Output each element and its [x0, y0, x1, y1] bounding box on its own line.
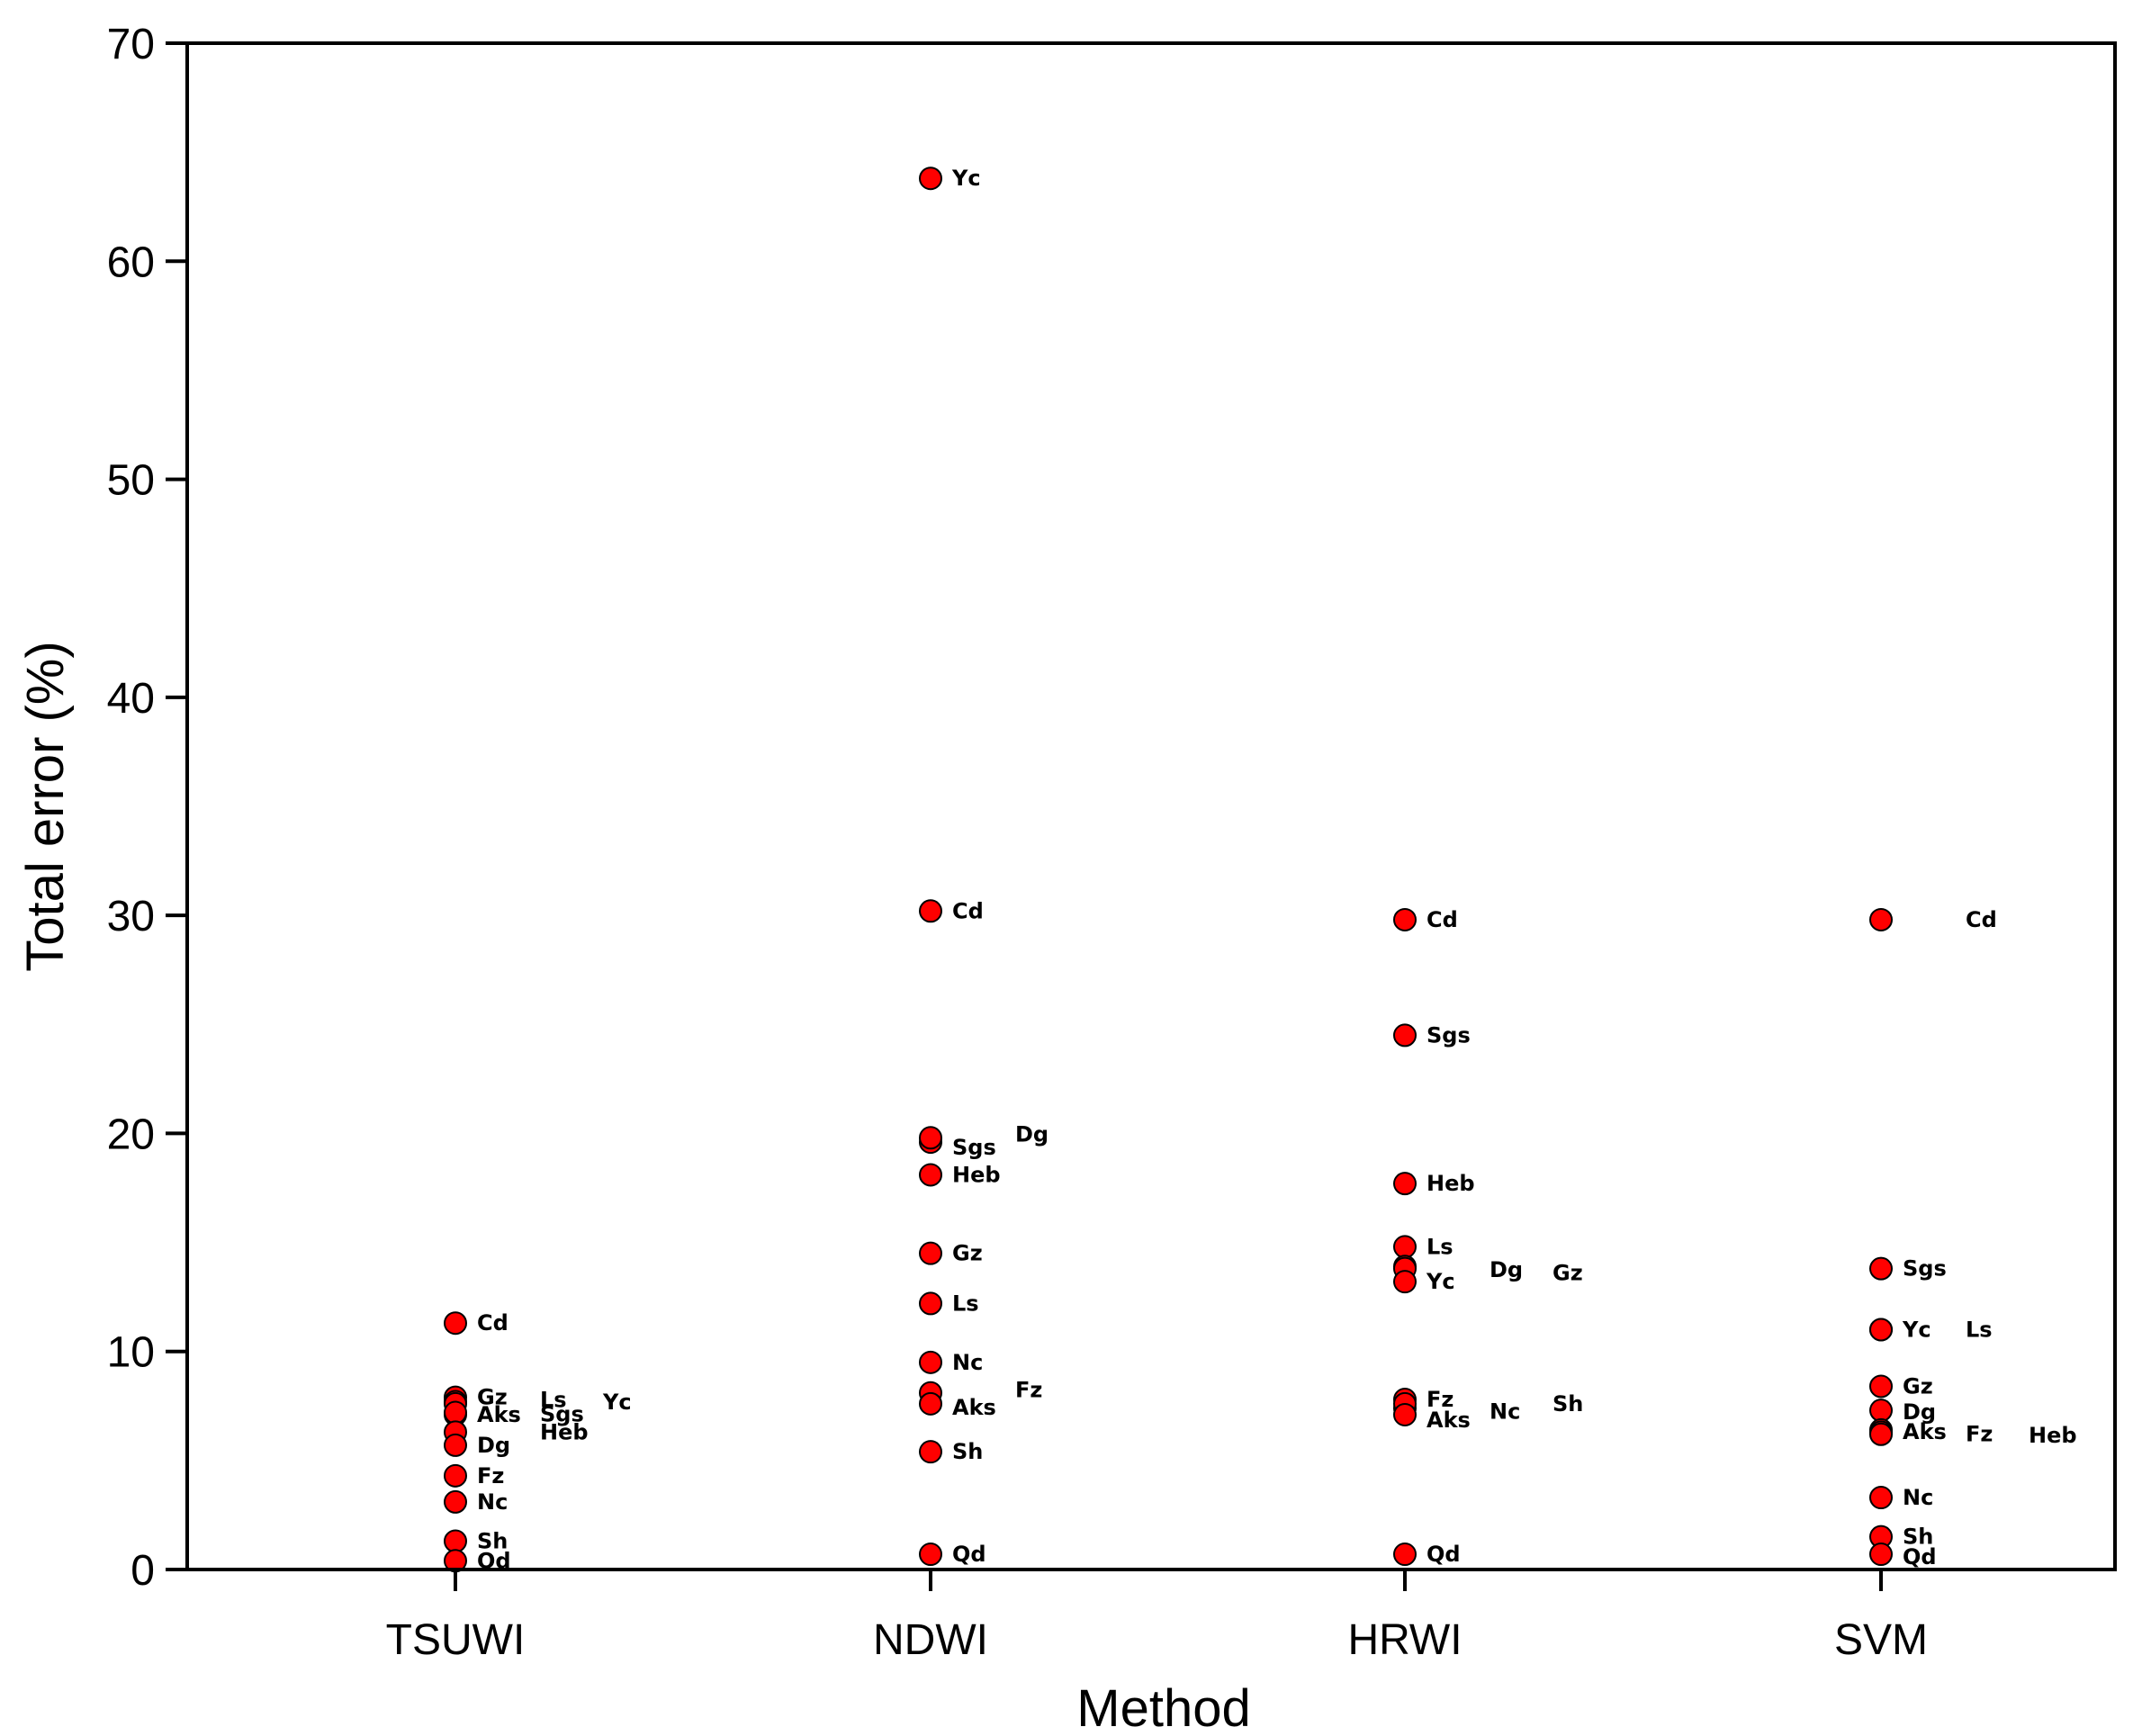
y-axis: 0 10 20 30 40 50 60 70 [107, 21, 187, 1595]
data-point-ndwi-nc [919, 1350, 942, 1374]
data-point-tsuwi-dg [444, 1433, 467, 1457]
point-label-svm-dg: Dg [1903, 1399, 1936, 1425]
point-label-ndwi-ls: Ls [952, 1291, 979, 1316]
y-tick-label: 40 [107, 675, 155, 723]
data-point-tsuwi-cd [444, 1311, 467, 1336]
point-label-tsuwi-aks: Aks [477, 1402, 521, 1427]
data-point-hrwi-sgs [1393, 1023, 1417, 1048]
x-tick-label: HRWI [1347, 1616, 1462, 1664]
data-point-svm-nc [1869, 1486, 1893, 1510]
point-label-tsuwi-fz: Fz [477, 1463, 504, 1489]
y-tick-label: 70 [107, 21, 155, 68]
point-label-hrwi-sgs: Sgs [1426, 1022, 1471, 1048]
point-label-svm-qd: Qd [1903, 1544, 1937, 1570]
point-label-ndwi-gz: Gz [952, 1241, 983, 1266]
point-label-svm-sh: Sh [1903, 1525, 1933, 1550]
data-point-hrwi-yc [1393, 1270, 1417, 1294]
y-tick-label: 10 [107, 1329, 155, 1377]
point-label-hrwi-cd: Cd [1426, 907, 1458, 932]
point-label-ndwi-yc: Yc [951, 166, 981, 191]
point-label-hrwi-gz: Gz [1552, 1261, 1583, 1286]
data-point-ndwi-heb [919, 1163, 942, 1187]
point-label-svm-nc: Nc [1903, 1485, 1933, 1510]
point-label-svm-sgs: Sgs [1903, 1256, 1947, 1282]
point-label-ndwi-sh: Sh [952, 1439, 983, 1464]
point-label-ndwi-aks: Aks [952, 1395, 996, 1420]
point-label-tsuwi-cd: Cd [477, 1310, 508, 1336]
point-label-tsuwi-dg: Dg [477, 1433, 510, 1458]
data-point-svm-sgs [1869, 1256, 1893, 1281]
data-point-ndwi-aks [919, 1391, 942, 1416]
y-axis-title: Total error (%) [16, 641, 75, 971]
x-tick-label: TSUWI [386, 1616, 526, 1664]
y-tick-label: 0 [130, 1547, 155, 1595]
data-point-svm-heb [1869, 1422, 1893, 1446]
data-point-ndwi-cd [919, 899, 942, 923]
y-tick-label: 20 [107, 1111, 155, 1158]
data-point-ndwi-yc [919, 166, 942, 191]
data-point-hrwi-ls [1393, 1235, 1417, 1259]
point-label-svm-heb: Heb [2029, 1423, 2077, 1448]
point-label-ndwi-dg: Dg [1015, 1121, 1048, 1147]
data-point-ndwi-dg [919, 1126, 942, 1150]
point-label-svm-cd: Cd [1966, 907, 1997, 932]
point-label-ndwi-qd: Qd [952, 1542, 986, 1567]
x-tick-label: SVM [1834, 1616, 1928, 1664]
data-point-tsuwi-sgs [444, 1400, 467, 1425]
data-point-svm-ls [1869, 1318, 1893, 1342]
data-point-hrwi-aks [1393, 1402, 1417, 1426]
data-point-ndwi-ls [919, 1291, 942, 1316]
point-label-hrwi-ls: Ls [1426, 1234, 1454, 1259]
plot-area-frame [185, 41, 2117, 1571]
point-label-hrwi-yc: Yc [1426, 1269, 1455, 1294]
data-point-tsuwi-nc [444, 1489, 467, 1514]
point-label-ndwi-sgs: Sgs [952, 1135, 996, 1160]
point-label-tsuwi-ls: Ls [540, 1387, 567, 1412]
data-point-ndwi-gz [919, 1241, 942, 1265]
point-label-tsuwi-sh: Sh [477, 1529, 508, 1554]
x-axis-title: Method [1076, 1679, 1250, 1736]
point-label-hrwi-aks: Aks [1426, 1408, 1471, 1433]
point-label-ndwi-cd: Cd [952, 898, 984, 923]
y-tick-label: 50 [107, 457, 155, 505]
point-label-tsuwi-heb: Heb [540, 1419, 589, 1444]
point-label-hrwi-sh: Sh [1552, 1391, 1583, 1417]
point-label-svm-ls: Ls [1966, 1317, 1993, 1342]
data-point-ndwi-qd [919, 1543, 942, 1567]
data-point-svm-gz [1869, 1374, 1893, 1399]
point-label-svm-gz: Gz [1903, 1373, 1933, 1399]
point-label-svm-fz: Fz [1966, 1421, 1993, 1446]
x-tick-label: NDWI [873, 1616, 988, 1664]
data-point-tsuwi-fz [444, 1463, 467, 1488]
point-label-hrwi-fz: Fz [1426, 1387, 1454, 1412]
point-label-hrwi-qd: Qd [1426, 1542, 1461, 1567]
data-point-svm-qd [1869, 1543, 1893, 1567]
data-point-svm-dg [1869, 1399, 1893, 1423]
point-label-ndwi-fz: Fz [1015, 1378, 1042, 1403]
data-point-ndwi-sh [919, 1440, 942, 1464]
point-label-hrwi-heb: Heb [1426, 1171, 1475, 1196]
data-point-hrwi-heb [1393, 1172, 1417, 1196]
point-label-hrwi-nc: Nc [1490, 1399, 1520, 1425]
point-label-tsuwi-sgs: Sgs [540, 1402, 584, 1427]
point-label-tsuwi-nc: Nc [477, 1489, 508, 1515]
point-label-tsuwi-yc: Yc [602, 1390, 632, 1415]
data-point-hrwi-cd [1393, 907, 1417, 931]
point-label-ndwi-nc: Nc [952, 1350, 983, 1375]
y-tick-label: 60 [107, 238, 155, 286]
point-label-tsuwi-gz: Gz [477, 1385, 508, 1410]
y-tick-label: 30 [107, 893, 155, 940]
point-label-svm-aks: Aks [1903, 1419, 1947, 1444]
point-label-hrwi-dg: Dg [1490, 1257, 1523, 1282]
x-axis: TSUWI NDWI HRWI SVM [386, 1570, 1928, 1664]
point-label-svm-yc: Yc [1902, 1317, 1931, 1342]
data-point-tsuwi-sh [444, 1529, 467, 1553]
point-label-ndwi-heb: Heb [952, 1162, 1001, 1187]
data-point-svm-cd [1869, 907, 1893, 931]
data-point-tsuwi-qd [444, 1549, 467, 1573]
data-point-hrwi-qd [1393, 1543, 1417, 1567]
